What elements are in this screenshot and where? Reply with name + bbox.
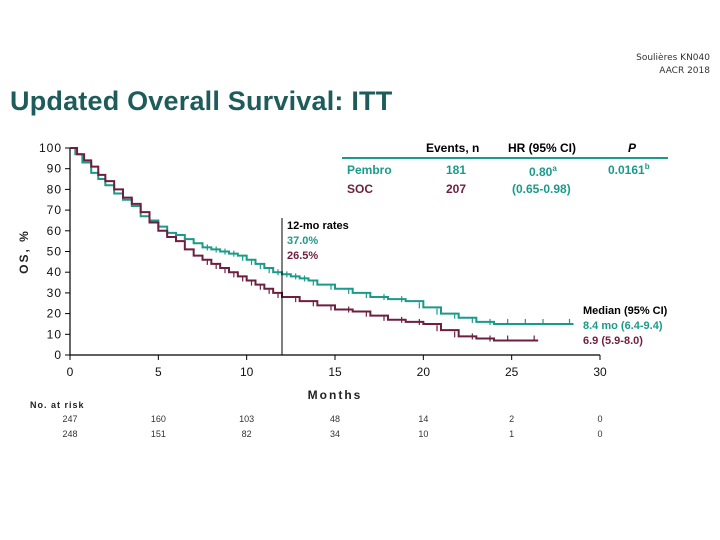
x-tick-label: 30 (593, 365, 607, 379)
citation: Soulières KN040 AACR 2018 (636, 52, 710, 78)
twelve-month-pembro-rate: 37.0% (287, 235, 318, 247)
y-tick-label: 60 (47, 224, 62, 238)
hr-superscript: a (552, 164, 557, 173)
median-header: Median (95% CI) (583, 305, 668, 317)
x-tick-label: 10 (240, 365, 254, 379)
x-tick-label: 25 (505, 365, 519, 379)
at-risk-soc-value: 0 (597, 429, 602, 439)
at-risk-pembro-value: 103 (239, 414, 254, 424)
p-value: 0.0161 (608, 163, 645, 177)
at-risk-soc-value: 248 (62, 429, 77, 439)
y-tick-label: 70 (47, 203, 62, 217)
x-tick-label: 20 (417, 365, 431, 379)
table-header-hr: HR (95% CI) (508, 141, 576, 155)
table-header-events: Events, n (426, 141, 479, 155)
y-tick-label: 50 (47, 245, 62, 259)
citation-meeting: AACR 2018 (659, 66, 710, 76)
median-soc: 6.9 (5.9-8.0) (583, 335, 643, 347)
y-tick-label: 40 (47, 265, 62, 279)
y-axis-title: OS, % (17, 229, 31, 274)
chart-curves (70, 147, 574, 342)
at-risk-pembro-value: 160 (151, 414, 166, 424)
table-header-p: P (628, 141, 637, 155)
chart-axes: 0 10 20 30 40 50 60 70 80 90 100 0 5 10 15 20 25 30 Months… (17, 141, 607, 402)
at-risk-soc-value: 34 (330, 429, 340, 439)
at-risk-pembro-value: 14 (418, 414, 428, 424)
hr-value: 0.80 (529, 165, 553, 179)
at-risk-soc-value: 10 (418, 429, 428, 439)
y-tick-label: 0 (54, 348, 62, 362)
x-tick-label: 15 (328, 365, 342, 379)
at-risk-soc-value: 82 (242, 429, 252, 439)
table-row-pembro-events: 181 (446, 163, 466, 177)
at-risk-pembro-value: 2 (509, 414, 514, 424)
at-risk-pembro-value: 48 (330, 414, 340, 424)
y-tick-label: 90 (47, 162, 62, 176)
slide-title: Updated Overall Survival: ITT (10, 86, 393, 116)
twelve-month-label: 12-mo rates (287, 220, 349, 232)
table-row-soc-hr-ci: (0.65-0.98) (512, 182, 571, 196)
at-risk-pembro-value: 0 (597, 414, 602, 424)
at-risk-pembro-value: 247 (62, 414, 77, 424)
km-curve-soc (70, 147, 539, 342)
y-tick-label: 80 (47, 182, 62, 196)
table-row-pembro-arm: Pembro (347, 163, 392, 177)
y-tick-label: 10 (47, 327, 62, 341)
table-row-pembro-p: 0.0161b (608, 162, 650, 177)
table-row-soc-events: 207 (446, 182, 466, 196)
table-row-soc-arm: SOC (347, 182, 373, 196)
x-tick-label: 0 (67, 365, 74, 379)
at-risk-label: No. at risk (30, 400, 85, 410)
y-tick-label: 30 (47, 286, 62, 300)
twelve-month-soc-rate: 26.5% (287, 250, 318, 262)
table-row-pembro-hr: 0.80a (529, 164, 557, 179)
x-tick-label: 5 (155, 365, 162, 379)
citation-study: Soulières KN040 (636, 53, 710, 63)
y-tick-label: 100 (39, 141, 62, 155)
p-superscript: b (645, 162, 650, 171)
chart-censor-marks (206, 244, 571, 342)
at-risk-soc-value: 1 (509, 429, 514, 439)
km-curve-pembro (70, 147, 574, 325)
x-axis-title: Months (308, 388, 363, 402)
at-risk-soc-value: 151 (151, 429, 166, 439)
y-tick-label: 20 (47, 307, 62, 321)
median-pembro: 8.4 mo (6.4-9.4) (583, 320, 663, 332)
